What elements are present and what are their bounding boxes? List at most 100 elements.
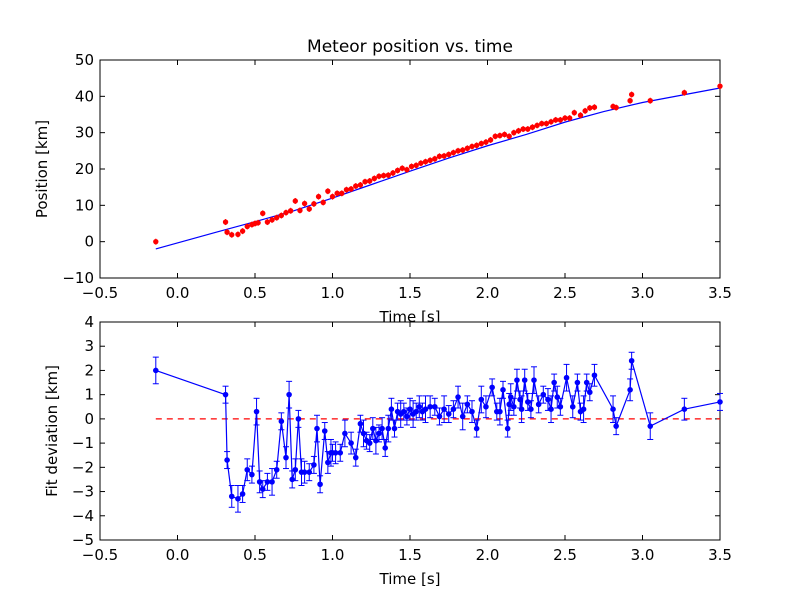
deviation-point — [376, 430, 382, 437]
position-point — [553, 117, 559, 123]
deviation-point — [627, 387, 633, 393]
deviation-chart-plot-area — [99, 321, 721, 541]
deviation-point — [469, 408, 475, 415]
y-tick-label: −4 — [72, 507, 94, 525]
x-tick-label: 0.5 — [243, 546, 267, 564]
position-point — [497, 132, 503, 139]
deviation-point — [548, 406, 554, 413]
deviation-point — [531, 377, 537, 383]
position-point — [348, 186, 354, 192]
deviation-point — [301, 469, 308, 475]
position-point — [436, 153, 443, 159]
x-tick-label: 2.5 — [553, 284, 577, 302]
position-point — [515, 128, 522, 134]
deviation-point — [464, 401, 471, 408]
x-tick-label: 1.5 — [398, 546, 422, 564]
position-point — [153, 238, 159, 245]
deviation-point — [591, 372, 598, 379]
position-point — [613, 104, 619, 111]
deviation-point — [224, 457, 230, 463]
deviation-point — [314, 425, 320, 432]
deviation-point — [504, 425, 511, 432]
position-point — [343, 187, 350, 193]
deviation-point — [528, 406, 534, 413]
position-point — [334, 190, 340, 197]
position-point — [460, 147, 466, 153]
deviation-point — [610, 406, 616, 413]
y-tick-label: 10 — [75, 196, 94, 214]
position-point — [455, 148, 461, 154]
position-point — [244, 223, 250, 230]
deviation-point — [317, 481, 323, 488]
y-tick-label: −10 — [62, 269, 94, 287]
position-point — [311, 201, 317, 207]
deviation-points — [153, 357, 723, 502]
deviation-point — [286, 391, 292, 398]
position-point — [283, 209, 289, 216]
deviation-point — [483, 403, 489, 410]
position-point — [315, 193, 322, 200]
position-point — [557, 117, 564, 123]
position-point — [229, 232, 235, 238]
x-tick-label: 2.0 — [476, 546, 500, 564]
deviation-point — [441, 406, 447, 413]
deviation-point — [647, 423, 654, 429]
deviation-point — [264, 479, 271, 485]
position-point — [301, 200, 308, 207]
x-tick-label: 2.5 — [553, 546, 577, 564]
x-tick-label: 1.0 — [321, 546, 345, 564]
deviation-point — [153, 367, 159, 374]
deviation-point — [253, 408, 260, 415]
deviation-point — [525, 399, 531, 405]
deviation-point — [306, 469, 313, 475]
position-point — [362, 179, 368, 185]
deviation-point — [432, 403, 438, 410]
position-point — [566, 115, 573, 121]
x-tick-label: 3.0 — [631, 284, 655, 302]
deviation-point — [239, 491, 246, 497]
deviation-point — [518, 406, 525, 413]
deviation-point — [413, 408, 420, 415]
position-point — [492, 133, 498, 140]
position-point — [264, 219, 271, 225]
deviation-point — [489, 384, 495, 391]
position-point — [371, 175, 378, 182]
deviation-point — [357, 420, 364, 427]
deviation-point — [269, 479, 275, 485]
x-tick-label: 3.5 — [708, 546, 732, 564]
deviation-point — [535, 401, 542, 408]
deviation-point — [244, 466, 251, 473]
position-point — [394, 167, 401, 174]
x-tick-label: 2.0 — [476, 284, 500, 302]
deviation-point — [332, 450, 339, 456]
deviation-point — [551, 379, 557, 386]
deviation-point — [416, 403, 423, 410]
fit-curve — [155, 87, 721, 250]
position-point — [224, 229, 230, 235]
deviation-point — [427, 403, 433, 410]
position-point — [239, 228, 246, 234]
deviation-point — [321, 428, 328, 434]
deviation-point — [569, 403, 576, 410]
x-tick-label: 1.5 — [398, 284, 422, 302]
y-tick-label: 30 — [75, 124, 94, 142]
deviation-point — [545, 396, 551, 403]
deviation-point — [352, 454, 359, 461]
deviation-point — [450, 406, 457, 413]
deviation-point — [521, 377, 528, 383]
position-point — [501, 131, 508, 138]
deviation-point — [385, 425, 392, 432]
y-tick-label: 40 — [75, 87, 94, 105]
position-chart: Meteor position vs. time −0.5 0.0 0.5 1.0 1.… — [33, 37, 732, 326]
deviation-point — [235, 496, 241, 502]
deviation-point — [540, 391, 547, 398]
deviation-point — [500, 387, 506, 393]
position-point — [577, 112, 584, 118]
deviation-point — [289, 476, 296, 483]
deviation-point — [514, 377, 520, 383]
y-tick-label: 3 — [84, 337, 94, 355]
position-point — [339, 190, 345, 197]
deviation-point — [507, 394, 514, 400]
deviation-point — [574, 379, 581, 386]
position-point — [353, 183, 359, 189]
